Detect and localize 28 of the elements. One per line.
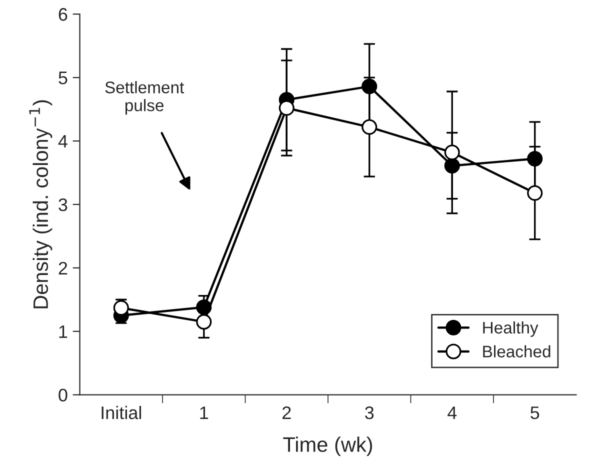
point: [278, 100, 294, 116]
x-tick-label: Initial: [102, 406, 142, 420]
point: [362, 78, 378, 94]
y-tick-label: 4: [58, 135, 68, 148]
point: [196, 314, 212, 330]
legend-label: Healthy: [483, 321, 538, 337]
y-tick-label: 3: [58, 198, 68, 212]
y-tick-label: 5: [58, 72, 68, 84]
y-tick-label: 6: [58, 8, 68, 21]
x-tick-label: 1: [200, 406, 208, 419]
x-tick-label: 2: [282, 406, 291, 419]
point: [113, 300, 129, 316]
x-tick-label: 3: [365, 406, 374, 420]
y-axis-title: Density (ind. colony$^{−1}$): [29, 100, 52, 308]
y-tick-label: 0: [58, 388, 68, 402]
y-tick-label: 1: [59, 325, 68, 338]
point: [527, 185, 543, 201]
point: [444, 158, 460, 174]
point: [444, 144, 460, 160]
x-tick-label: 5: [530, 406, 540, 420]
annotation: Settlement pulse: [105, 81, 184, 115]
x-tick-label: 4: [448, 406, 457, 419]
point: [362, 119, 378, 135]
y-tick-label: 2: [58, 262, 68, 274]
x-axis-title: Time (wk): [283, 436, 372, 456]
point: [527, 150, 543, 167]
point: [196, 299, 212, 316]
legend-label: Bleached: [483, 345, 550, 358]
